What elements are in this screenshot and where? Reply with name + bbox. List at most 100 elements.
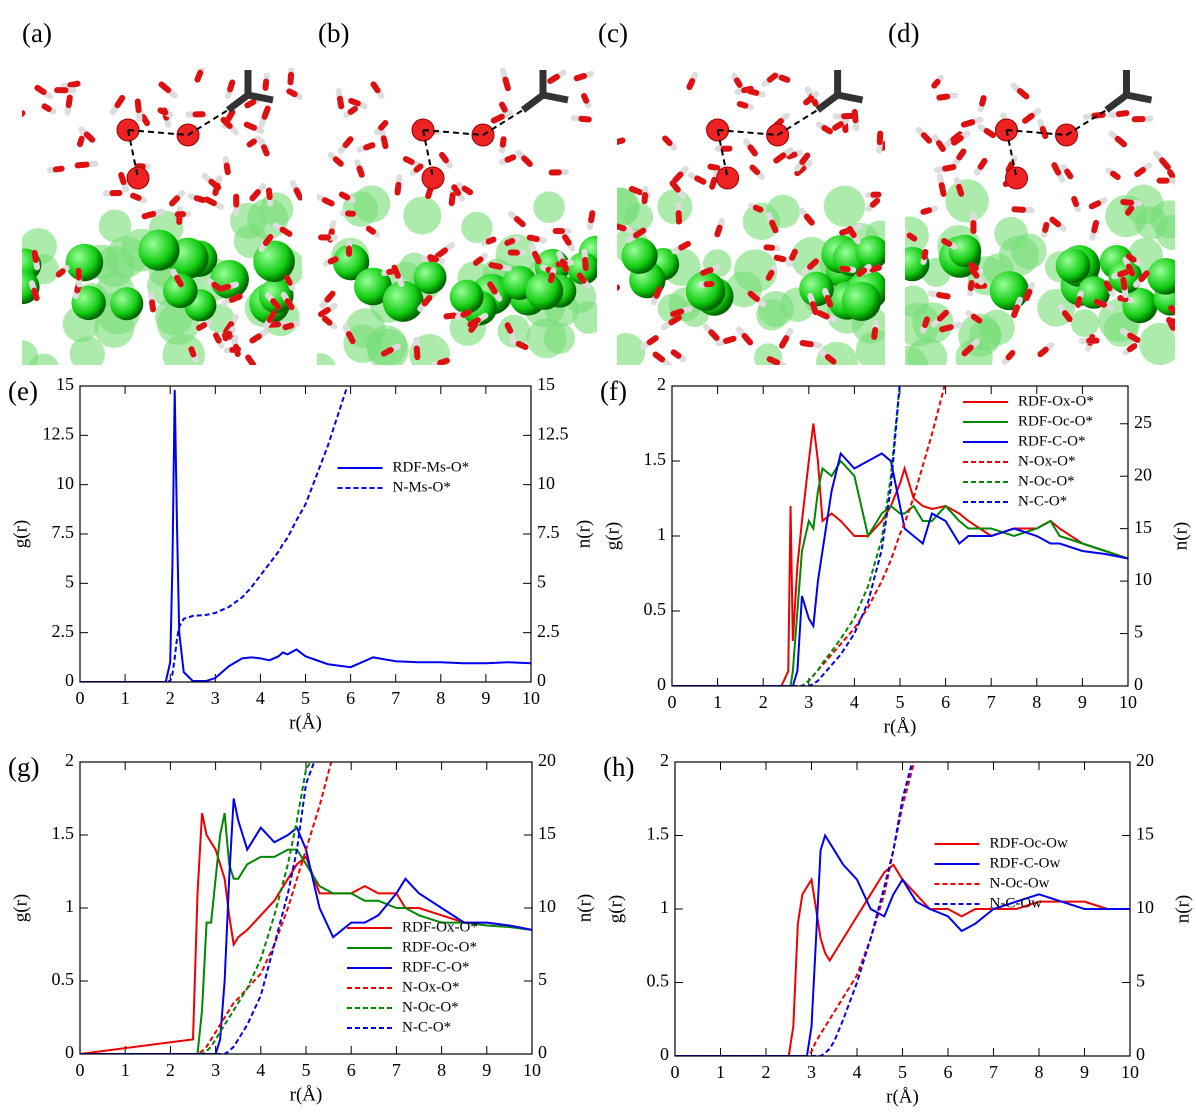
plot-lines	[80, 762, 532, 1054]
atom	[733, 249, 778, 293]
bond	[749, 164, 761, 176]
bond	[968, 266, 980, 279]
y2-tick-label: 5	[538, 969, 547, 989]
bond	[906, 232, 918, 242]
bond	[342, 136, 354, 149]
bond	[485, 236, 497, 245]
legend-label: N-Ox-O*	[402, 979, 460, 995]
bond	[1124, 205, 1135, 216]
legend-label: N-C-Ow	[990, 895, 1043, 911]
x-tick-label: 9	[482, 1060, 491, 1080]
x-tick-label: 8	[1035, 1062, 1044, 1082]
atom	[1139, 322, 1175, 365]
legend-label: RDF-C-O*	[402, 959, 470, 975]
bond	[617, 137, 626, 146]
bond	[391, 264, 401, 279]
bond	[262, 234, 274, 247]
y-tick-label: 0.5	[644, 599, 667, 619]
bond	[286, 88, 298, 98]
bond	[266, 310, 277, 323]
bond	[245, 354, 257, 365]
y2-axis-label: n(r)	[1170, 522, 1191, 550]
bond	[1075, 296, 1083, 308]
bond	[402, 156, 415, 165]
y2-tick-label: 20	[538, 750, 556, 770]
bond	[562, 234, 572, 246]
bond	[347, 105, 358, 115]
bond	[803, 95, 815, 106]
bond	[807, 258, 820, 270]
atom	[162, 273, 198, 309]
plot-lines	[672, 386, 1128, 686]
bond	[669, 180, 681, 193]
atom	[343, 324, 382, 363]
legend-label: RDF-C-O*	[1018, 433, 1086, 449]
bond	[1115, 110, 1130, 118]
carbonate	[1104, 70, 1153, 113]
bond	[869, 197, 881, 208]
atom	[28, 353, 59, 365]
bond	[686, 77, 696, 91]
legend-label: RDF-Oc-O*	[402, 939, 477, 955]
bond	[809, 301, 819, 316]
bond	[83, 131, 96, 143]
bond	[332, 156, 344, 167]
y2-tick-label: 5	[537, 571, 546, 591]
y-tick-label: 10	[56, 473, 74, 493]
x-tick-label: 2	[166, 1060, 175, 1080]
y2-axis-label: n(r)	[573, 520, 594, 548]
x-tick-label: 4	[256, 1060, 265, 1080]
y2-tick-label: 15	[538, 823, 556, 843]
chart-panel: (e)0 1 2 3 4 5 6 7 8 9 1002.557.51012.51502.557.51…	[8, 374, 594, 733]
bond	[425, 185, 434, 200]
bond	[559, 258, 570, 273]
bond	[1091, 219, 1100, 234]
series-line	[80, 386, 349, 682]
bond	[52, 165, 65, 173]
bond	[378, 119, 389, 131]
bond	[628, 185, 643, 196]
bond	[752, 204, 764, 213]
bond	[747, 144, 758, 157]
plot-lines	[80, 386, 531, 682]
bond	[741, 333, 754, 346]
bond	[370, 81, 381, 94]
snapshot	[617, 70, 885, 365]
atom	[790, 236, 833, 279]
bond	[920, 207, 933, 215]
bond	[824, 353, 837, 365]
bond	[632, 227, 647, 239]
atom	[841, 281, 882, 321]
x-tick-label: 7	[987, 692, 996, 712]
atom	[1147, 258, 1175, 295]
bond	[646, 335, 659, 346]
y2-tick-label: 0	[1134, 674, 1143, 694]
bond	[321, 197, 335, 207]
x-tick-label: 5	[301, 688, 310, 708]
bond	[1110, 170, 1121, 181]
bond	[799, 339, 814, 348]
bond	[451, 184, 462, 197]
bond	[979, 95, 987, 107]
bond	[678, 240, 691, 251]
x-tick-label: 8	[437, 1060, 446, 1080]
bond	[936, 309, 949, 322]
x-tick-label: 2	[166, 688, 175, 708]
bond	[794, 165, 807, 177]
bond	[846, 226, 857, 239]
bond	[321, 315, 333, 326]
bond	[931, 78, 941, 89]
bond	[157, 107, 169, 116]
atom	[989, 271, 1029, 311]
bond	[1167, 305, 1175, 316]
bond	[213, 332, 222, 344]
bond	[532, 250, 542, 265]
atom	[413, 260, 447, 294]
y-tick-label: 1	[660, 897, 669, 917]
x-tick-label: 0	[668, 692, 677, 712]
y2-tick-label: 0	[537, 670, 546, 690]
atom	[449, 279, 484, 314]
snapshots	[22, 68, 1175, 365]
bond	[1120, 198, 1135, 206]
